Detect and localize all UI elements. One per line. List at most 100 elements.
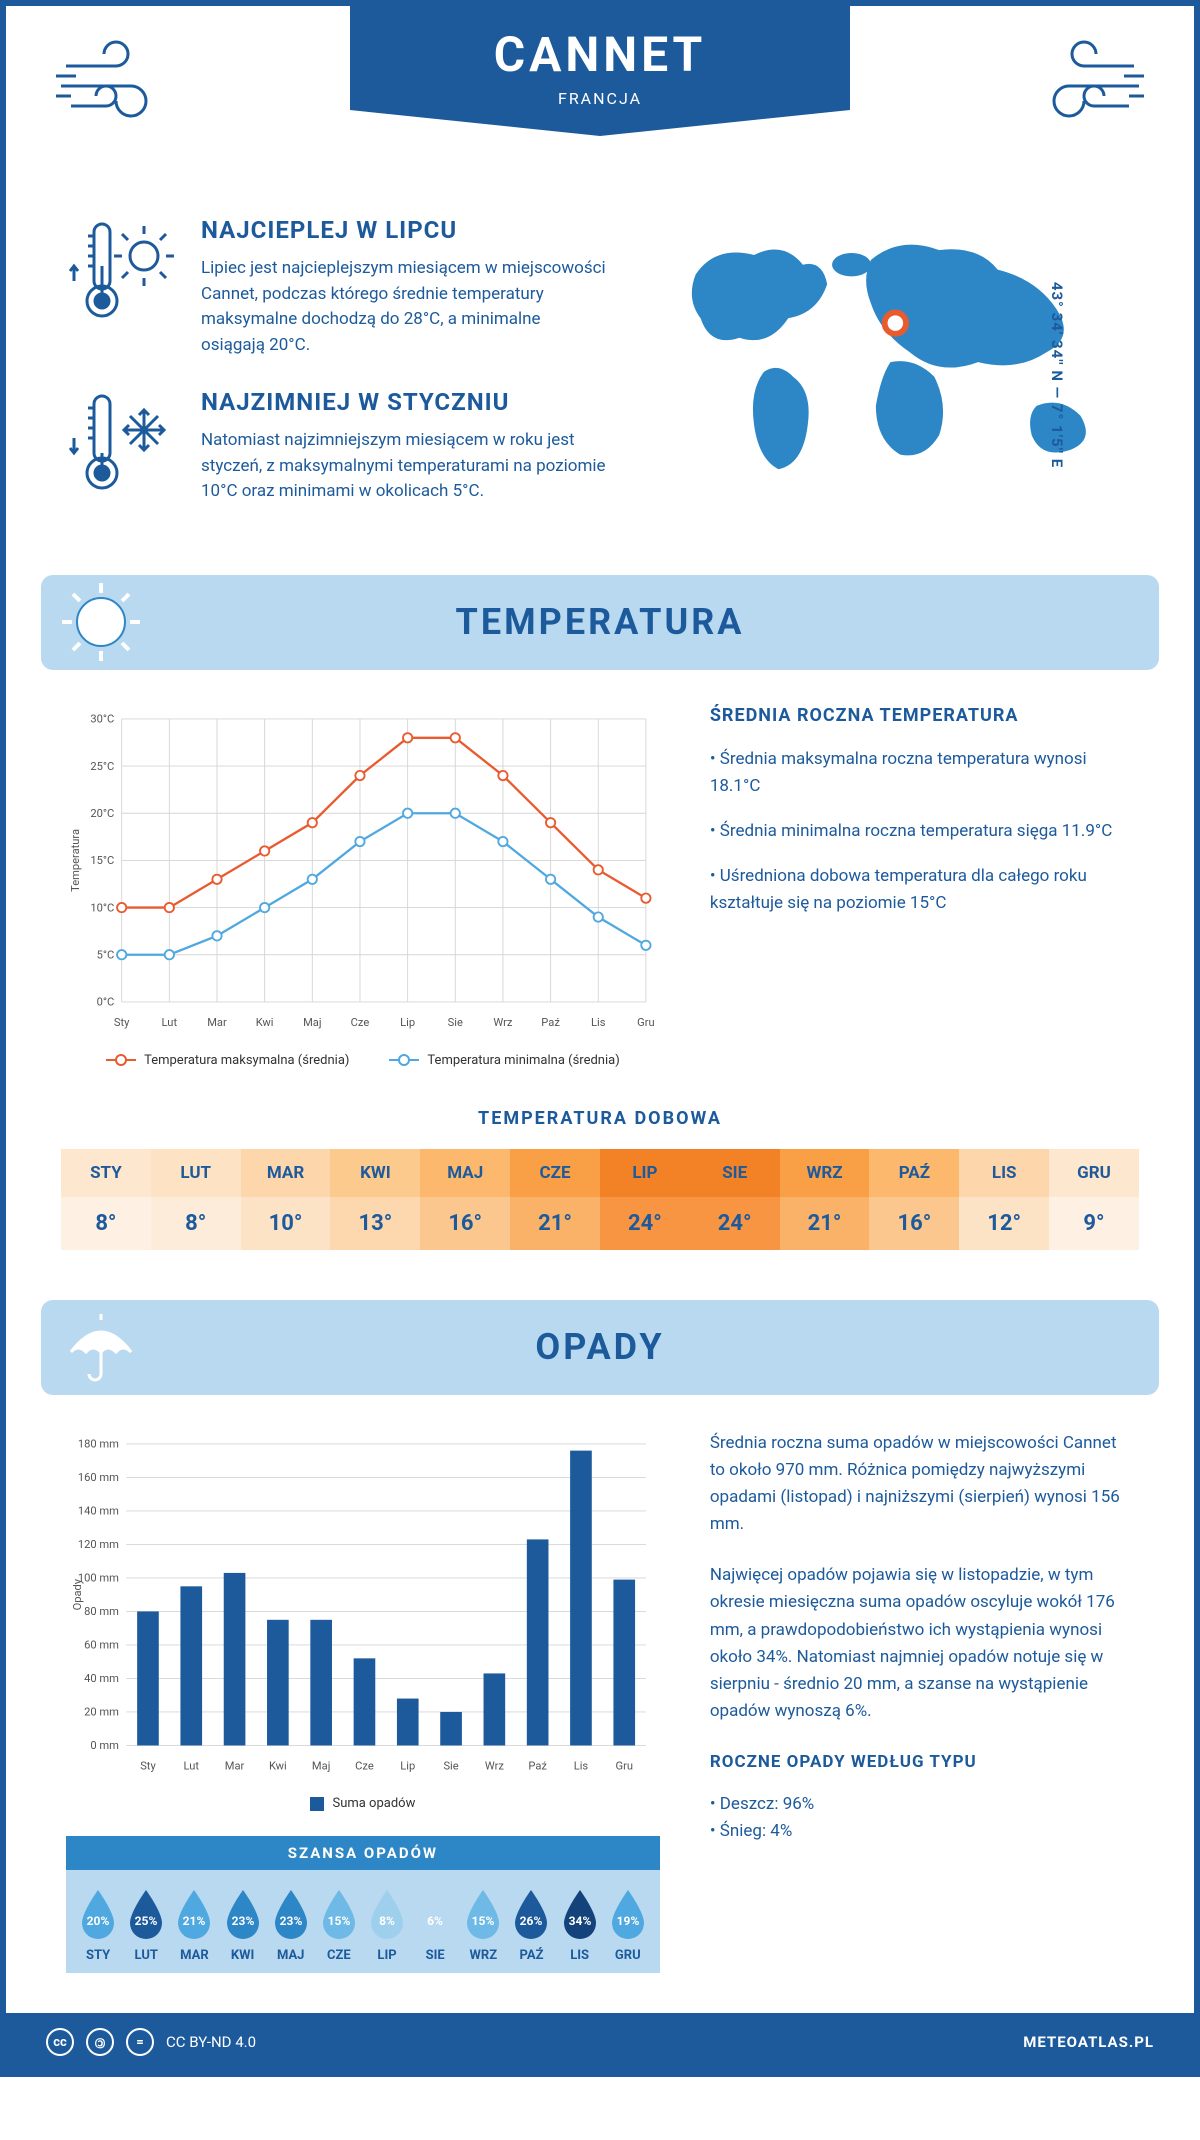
svg-text:Lis: Lis	[574, 1759, 589, 1772]
svg-text:Lis: Lis	[591, 1016, 606, 1029]
nd-icon: =	[126, 2028, 154, 2056]
daily-value: 21°	[780, 1197, 870, 1250]
daily-value: 9°	[1049, 1197, 1139, 1250]
precipitation-header: OPADY	[41, 1300, 1159, 1395]
svg-text:Sie: Sie	[443, 1759, 458, 1772]
svg-text:Temperatura: Temperatura	[69, 828, 82, 891]
temp-bullet-0: • Średnia maksymalna roczna temperatura …	[710, 746, 1134, 800]
by-icon: 🄯	[86, 2028, 114, 2056]
daily-month: PAŹ	[869, 1149, 959, 1197]
raindrop-icon: 23%	[222, 1888, 264, 1940]
wind-icon-left	[56, 36, 186, 130]
svg-text:Maj: Maj	[303, 1016, 321, 1029]
rain-chance-title: SZANSA OPADÓW	[66, 1836, 660, 1870]
daily-month: LIS	[959, 1149, 1049, 1197]
daily-month: STY	[61, 1149, 151, 1197]
svg-text:30°C: 30°C	[90, 712, 114, 725]
svg-text:Mar: Mar	[225, 1759, 245, 1772]
svg-text:26%: 26%	[520, 1914, 543, 1928]
svg-text:Paź: Paź	[528, 1759, 547, 1772]
chance-month: MAJ	[267, 1948, 315, 1963]
daily-cell: KWI 13°	[330, 1149, 420, 1250]
info-row: NAJCIEPLEJ W LIPCU Lipiec jest najcieple…	[6, 186, 1194, 575]
svg-text:Sie: Sie	[448, 1016, 463, 1029]
precipitation-section-title: OPADY	[161, 1326, 1159, 1368]
daily-temp-table: STY 8° LUT 8° MAR 10° KWI 13° MAJ 16° CZ…	[61, 1149, 1139, 1250]
daily-month: GRU	[1049, 1149, 1139, 1197]
chance-cell: 25% LUT	[122, 1888, 170, 1963]
daily-cell: MAJ 16°	[420, 1149, 510, 1250]
wind-icon-right	[1014, 36, 1144, 130]
raindrop-icon: 21%	[173, 1888, 215, 1940]
daily-cell: LIS 12°	[959, 1149, 1049, 1250]
footer: cc 🄯 = CC BY-ND 4.0 METEOATLAS.PL	[6, 2013, 1194, 2071]
temp-bullet-2: • Uśredniona dobowa temperatura dla całe…	[710, 863, 1134, 917]
daily-cell: GRU 9°	[1049, 1149, 1139, 1250]
svg-text:23%: 23%	[279, 1914, 302, 1928]
svg-text:25°C: 25°C	[90, 759, 114, 772]
legend-precip: Suma opadów	[332, 1796, 415, 1811]
daily-cell: SIE 24°	[690, 1149, 780, 1250]
svg-text:Sty: Sty	[140, 1759, 156, 1772]
daily-month: LIP	[600, 1149, 690, 1197]
daily-month: SIE	[690, 1149, 780, 1197]
svg-text:19%: 19%	[616, 1914, 639, 1928]
page-subtitle: FRANCJA	[350, 89, 850, 108]
svg-text:5°C: 5°C	[97, 948, 115, 961]
svg-text:15%: 15%	[472, 1914, 495, 1928]
chance-month: LIP	[363, 1948, 411, 1963]
svg-text:160 mm: 160 mm	[78, 1471, 119, 1484]
footer-license: cc 🄯 = CC BY-ND 4.0	[46, 2028, 256, 2056]
chance-cell: 15% WRZ	[459, 1888, 507, 1963]
precipitation-section: 0 mm20 mm40 mm60 mm80 mm100 mm120 mm140 …	[6, 1430, 1194, 2014]
chance-cell: 34% LIS	[556, 1888, 604, 1963]
svg-text:60 mm: 60 mm	[84, 1638, 119, 1651]
raindrop-icon: 23%	[270, 1888, 312, 1940]
temperature-section: 0°C5°C10°C15°C20°C25°C30°CStyLutMarKwiMa…	[6, 705, 1194, 1108]
chance-month: KWI	[218, 1948, 266, 1963]
chance-cell: 23% MAJ	[267, 1888, 315, 1963]
svg-text:Gru: Gru	[616, 1759, 633, 1772]
daily-value: 24°	[600, 1197, 690, 1250]
svg-text:Lip: Lip	[400, 1016, 415, 1029]
chance-cell: 8% LIP	[363, 1888, 411, 1963]
svg-text:Mar: Mar	[207, 1016, 227, 1029]
svg-text:20%: 20%	[87, 1914, 110, 1928]
svg-text:Cze: Cze	[355, 1759, 374, 1772]
raindrop-icon: 6%	[414, 1888, 456, 1940]
daily-value: 8°	[151, 1197, 241, 1250]
raindrop-icon: 34%	[559, 1888, 601, 1940]
footer-site: METEOATLAS.PL	[1023, 2033, 1154, 2051]
svg-text:Lut: Lut	[183, 1759, 199, 1772]
svg-text:21%: 21%	[183, 1914, 206, 1928]
temp-bullet-1: • Średnia minimalna roczna temperatura s…	[710, 818, 1134, 845]
coldest-title: NAJZIMNIEJ W STYCZNIU	[201, 388, 607, 416]
raindrop-icon: 25%	[125, 1888, 167, 1940]
daily-month: MAR	[241, 1149, 331, 1197]
precip-by-type-title: ROCZNE OPADY WEDŁUG TYPU	[710, 1749, 1134, 1776]
daily-cell: PAŹ 16°	[869, 1149, 959, 1250]
hottest-title: NAJCIEPLEJ W LIPCU	[201, 216, 607, 244]
daily-value: 21°	[510, 1197, 600, 1250]
svg-text:0 mm: 0 mm	[90, 1739, 119, 1752]
raindrop-icon: 15%	[462, 1888, 504, 1940]
daily-month: KWI	[330, 1149, 420, 1197]
temperature-summary: ŚREDNIA ROCZNA TEMPERATURA • Średnia mak…	[710, 705, 1134, 1068]
daily-value: 12°	[959, 1197, 1049, 1250]
svg-text:Opady: Opady	[71, 1578, 84, 1610]
header: CANNET FRANCJA	[6, 6, 1194, 186]
temperature-legend: Temperatura maksymalna (średnia) Tempera…	[66, 1053, 660, 1068]
chance-month: STY	[74, 1948, 122, 1963]
raindrop-icon: 8%	[366, 1888, 408, 1940]
svg-text:8%: 8%	[379, 1914, 395, 1928]
daily-cell: LUT 8°	[151, 1149, 241, 1250]
chance-month: CZE	[315, 1948, 363, 1963]
svg-text:20 mm: 20 mm	[84, 1705, 119, 1718]
rain-chance-box: SZANSA OPADÓW 20% STY 25% LUT 21% MAR 2	[66, 1836, 660, 1973]
svg-text:Sty: Sty	[114, 1016, 130, 1029]
svg-text:Lip: Lip	[400, 1759, 415, 1772]
svg-text:15%: 15%	[328, 1914, 351, 1928]
raindrop-icon: 15%	[318, 1888, 360, 1940]
svg-text:Kwi: Kwi	[256, 1016, 274, 1029]
chance-month: GRU	[604, 1948, 652, 1963]
